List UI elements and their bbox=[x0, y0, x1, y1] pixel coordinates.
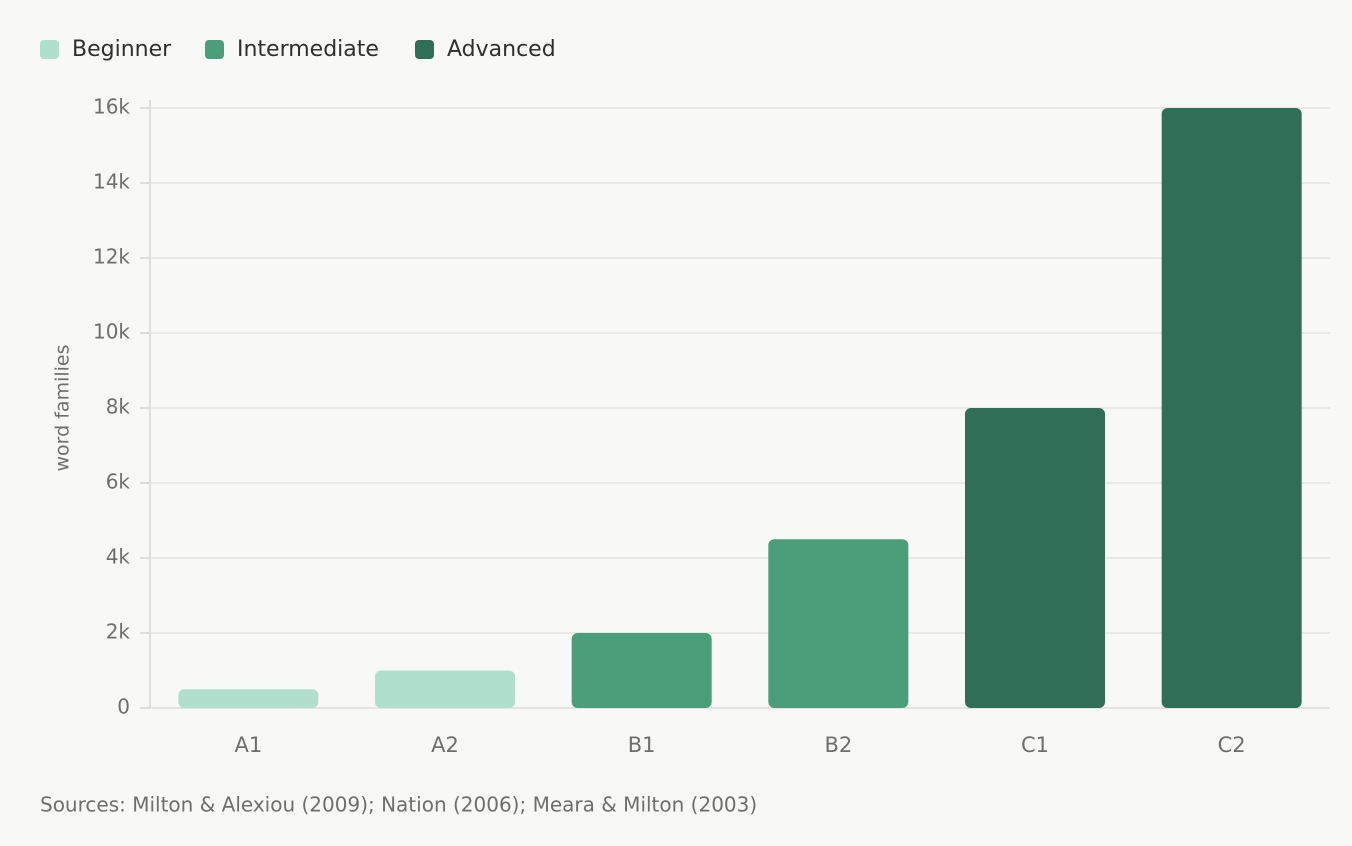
x-tick-label: A2 bbox=[431, 733, 459, 757]
legend-label: Advanced bbox=[447, 37, 556, 62]
legend-swatch bbox=[40, 40, 59, 59]
bar bbox=[965, 408, 1105, 708]
x-tick-label: B2 bbox=[824, 733, 852, 757]
y-tick-label: 16k bbox=[93, 95, 130, 119]
x-tick-label: A1 bbox=[234, 733, 262, 757]
bar bbox=[375, 670, 515, 708]
y-tick-label: 14k bbox=[93, 170, 130, 194]
y-tick-label: 6k bbox=[106, 470, 131, 494]
y-tick-label: 10k bbox=[93, 320, 130, 344]
source-note: Sources: Milton & Alexiou (2009); Nation… bbox=[40, 793, 757, 817]
y-tick-label: 4k bbox=[106, 545, 131, 569]
y-tick-label: 0 bbox=[117, 695, 130, 719]
bar bbox=[571, 633, 712, 708]
x-tick-label: C1 bbox=[1021, 733, 1049, 757]
legend-label: Beginner bbox=[72, 37, 172, 62]
legend-swatch bbox=[205, 40, 224, 59]
y-tick-label: 2k bbox=[106, 620, 131, 644]
y-tick-label: 8k bbox=[106, 395, 131, 419]
legend-swatch bbox=[415, 40, 434, 59]
bar bbox=[768, 539, 909, 708]
legend-label: Intermediate bbox=[237, 37, 379, 62]
y-axis-label: word families bbox=[52, 344, 74, 471]
x-tick-label: B1 bbox=[628, 733, 656, 757]
x-tick-label: C2 bbox=[1218, 733, 1246, 757]
y-tick-label: 12k bbox=[93, 245, 130, 269]
bar bbox=[1161, 108, 1302, 708]
bar bbox=[178, 689, 319, 708]
